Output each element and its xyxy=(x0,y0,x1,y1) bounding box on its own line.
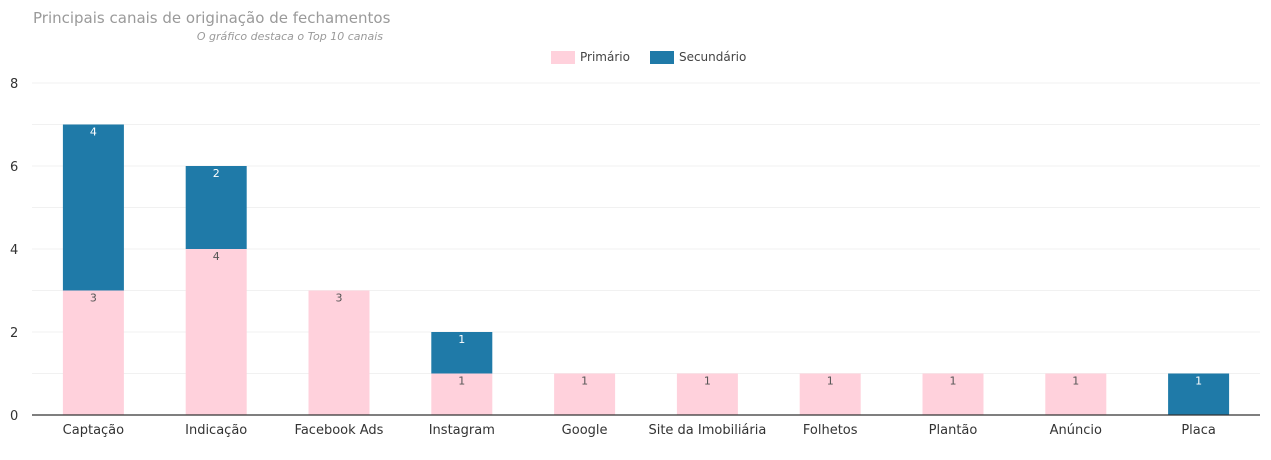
y-tick-label: 6 xyxy=(10,160,18,175)
chart-subtitle: O gráfico destaca o Top 10 canais xyxy=(196,30,383,43)
x-tick-label: Placa xyxy=(1181,423,1216,438)
data-label: 1 xyxy=(1195,375,1202,388)
legend-item-primario[interactable]: Primário xyxy=(551,50,630,64)
bar-primario xyxy=(676,373,738,415)
x-tick-label: Folhetos xyxy=(803,423,858,438)
bar-secundario xyxy=(431,332,493,374)
x-tick-label: Anúncio xyxy=(1050,423,1102,438)
data-label: 3 xyxy=(90,292,97,305)
x-tick-label: Instagram xyxy=(429,423,495,438)
x-tick-label: Plantão xyxy=(929,423,978,438)
data-label: 3 xyxy=(336,292,343,305)
legend-swatch-secundario xyxy=(649,50,674,64)
bar-primario xyxy=(62,290,124,415)
legend-label-secundario: Secundário xyxy=(678,50,747,64)
x-tick-label: Captação xyxy=(63,423,124,438)
y-tick-label: 2 xyxy=(10,326,18,341)
bar-secundario xyxy=(1168,373,1230,415)
data-label: 4 xyxy=(90,126,97,139)
data-label: 1 xyxy=(704,375,711,388)
data-label: 2 xyxy=(213,167,220,180)
bar-primario xyxy=(922,373,984,415)
bar-primario xyxy=(431,373,493,415)
y-tick-label: 4 xyxy=(10,243,18,258)
bar-primario xyxy=(554,373,616,415)
data-label: 1 xyxy=(458,333,465,346)
data-label: 1 xyxy=(827,375,834,388)
bar-primario xyxy=(1045,373,1107,415)
chart-legend: Primário Secundário xyxy=(551,50,766,64)
x-tick-label: Indicação xyxy=(185,423,247,438)
data-label: 1 xyxy=(950,375,957,388)
data-label: 4 xyxy=(213,250,220,263)
legend-label-primario: Primário xyxy=(580,50,630,64)
data-label: 1 xyxy=(581,375,588,388)
x-tick-label: Facebook Ads xyxy=(295,423,384,438)
y-tick-label: 0 xyxy=(10,409,18,424)
bar-secundario xyxy=(62,124,124,291)
legend-swatch-primario xyxy=(551,50,575,64)
legend-item-secundario[interactable]: Secundário xyxy=(649,50,747,64)
chart-title: Principais canais de originação de fecha… xyxy=(33,9,391,27)
y-tick-label: 8 xyxy=(10,77,18,92)
bar-primario xyxy=(185,249,247,415)
bar-secundario xyxy=(185,166,247,249)
x-tick-label: Google xyxy=(562,423,608,438)
data-label: 1 xyxy=(458,375,465,388)
data-label: 1 xyxy=(1072,375,1079,388)
x-tick-label: Site da Imobiliária xyxy=(648,423,766,438)
bar-primario xyxy=(308,290,370,415)
bar-primario xyxy=(799,373,861,415)
